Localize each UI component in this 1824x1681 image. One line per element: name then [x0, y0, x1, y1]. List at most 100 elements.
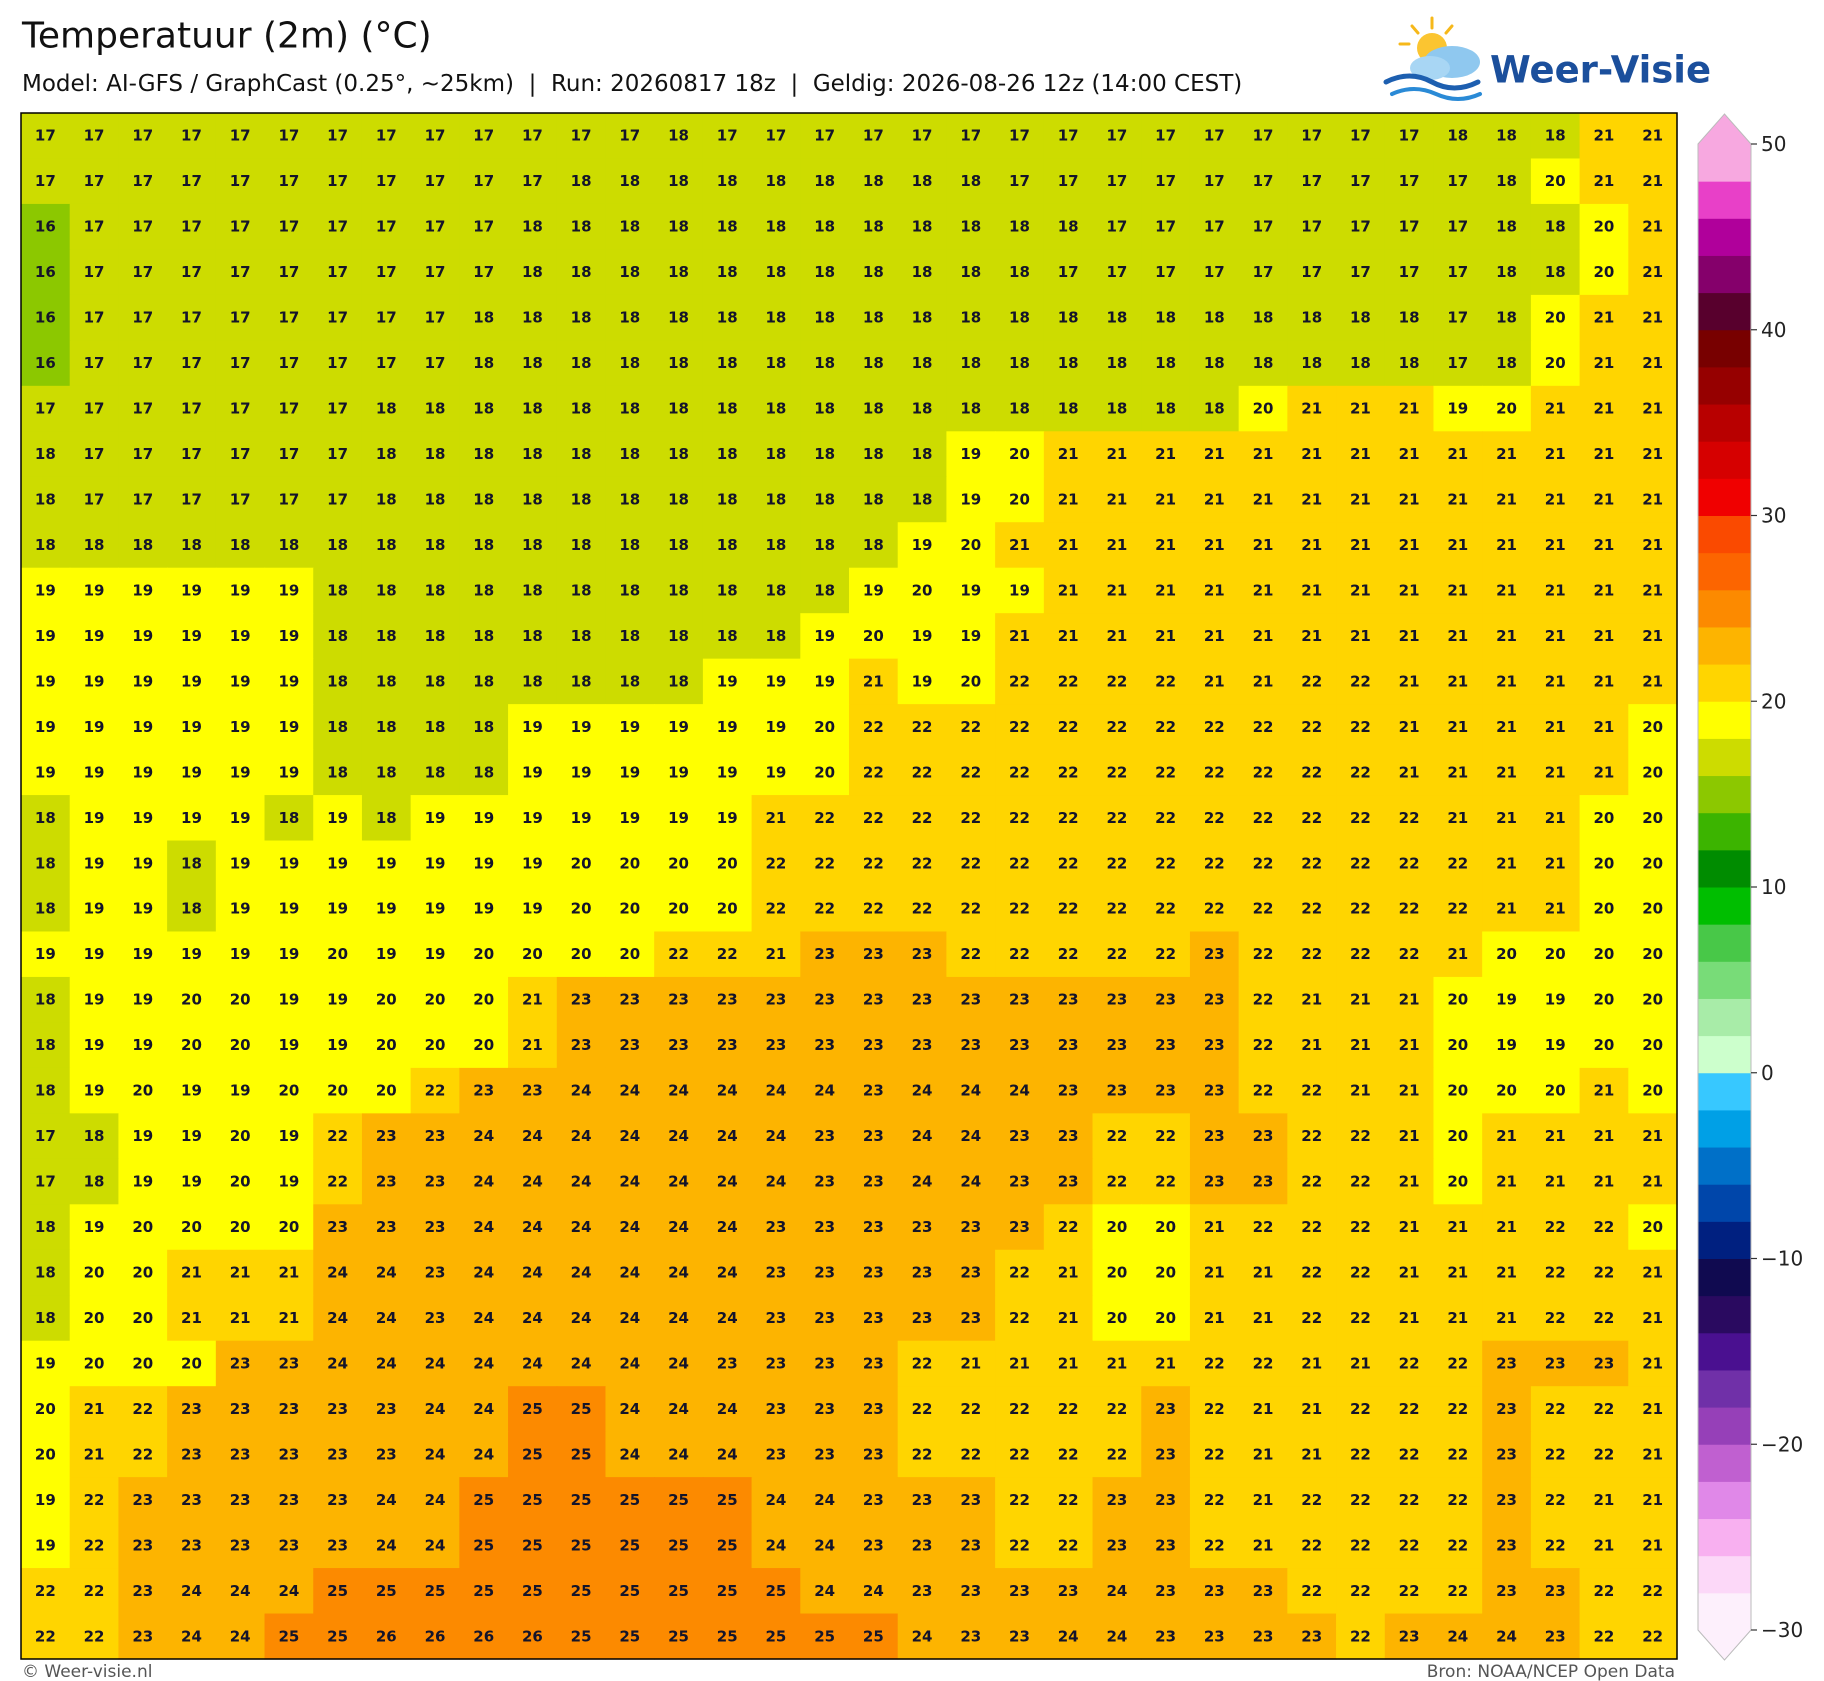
temperature-cell	[849, 976, 899, 1024]
temperature-cell	[654, 1386, 704, 1433]
temperature-cell	[1433, 431, 1483, 478]
temperature-cell	[1336, 158, 1386, 205]
temperature-label: 18	[230, 536, 251, 554]
temperature-label: 20	[1642, 809, 1663, 827]
temperature-cell	[946, 476, 996, 523]
temperature-label: 23	[1594, 1354, 1615, 1372]
temperature-label: 22	[1350, 672, 1371, 690]
temperature-cell	[361, 1204, 412, 1251]
temperature-cell	[313, 1295, 363, 1342]
temperature-label: 23	[425, 1309, 446, 1327]
temperature-cell	[69, 931, 120, 978]
temperature-label: 21	[1399, 445, 1420, 463]
temperature-cell	[605, 476, 655, 523]
temperature-label: 19	[571, 718, 592, 736]
temperature-cell	[1433, 158, 1483, 205]
temperature-cell	[215, 976, 266, 1024]
temperature-label: 21	[522, 1036, 543, 1054]
temperature-cell	[605, 1477, 655, 1524]
temperature-label: 21	[1594, 400, 1615, 418]
temperature-cell	[1336, 1568, 1386, 1615]
temperature-cell	[264, 1568, 314, 1615]
temperature-label: 17	[425, 354, 446, 372]
temperature-cell	[1238, 385, 1288, 432]
temperature-cell	[1628, 1568, 1678, 1615]
temperature-label: 22	[1204, 809, 1225, 827]
temperature-cell	[1433, 795, 1483, 842]
temperature-cell	[118, 795, 168, 842]
temperature-cell	[1482, 385, 1532, 432]
temperature-cell	[21, 203, 71, 251]
temperature-cell	[410, 340, 460, 387]
temperature-label: 20	[1594, 854, 1615, 872]
temperature-label: 22	[1545, 1264, 1566, 1282]
temperature-cell	[410, 1295, 460, 1342]
temperature-label: 23	[1009, 1173, 1030, 1191]
temperature-label: 20	[473, 1036, 494, 1054]
temperature-label: 18	[766, 400, 787, 418]
temperature-label: 18	[1496, 218, 1517, 236]
temperature-cell	[1238, 1340, 1288, 1387]
temperature-cell	[21, 1522, 71, 1569]
temperature-label: 18	[912, 400, 933, 418]
temperature-label: 20	[571, 945, 592, 963]
temperature-cell	[605, 886, 655, 933]
temperature-cell	[21, 704, 71, 751]
temperature-label: 22	[1642, 1582, 1663, 1600]
temperature-label: 18	[571, 445, 592, 463]
temperature-label: 24	[181, 1627, 202, 1645]
temperature-label: 24	[1106, 1582, 1127, 1600]
temperature-label: 18	[1496, 263, 1517, 281]
temperature-cell	[167, 1204, 217, 1251]
temperature-label: 21	[1545, 1127, 1566, 1145]
temperature-label: 24	[960, 1082, 981, 1100]
temperature-cell	[361, 1477, 412, 1524]
temperature-label: 19	[84, 991, 105, 1009]
temperature-label: 17	[278, 354, 299, 372]
temperature-label: 21	[1545, 763, 1566, 781]
temperature-label: 23	[1155, 1536, 1176, 1554]
temperature-label: 18	[473, 400, 494, 418]
temperature-cell	[215, 1113, 266, 1160]
temperature-label: 24	[571, 1082, 592, 1100]
temperature-cell	[167, 613, 217, 660]
temperature-label: 25	[863, 1627, 884, 1645]
temperature-label: 24	[473, 1400, 494, 1418]
temperature-cell	[946, 113, 996, 160]
temperature-label: 21	[278, 1309, 299, 1327]
temperature-cell	[1043, 1340, 1094, 1387]
temperature-label: 23	[863, 1127, 884, 1145]
temperature-cell	[1141, 749, 1191, 796]
temperature-label: 23	[1253, 1173, 1274, 1191]
temperature-cell	[1482, 158, 1532, 205]
temperature-label: 21	[1106, 536, 1127, 554]
temperature-label: 18	[376, 445, 397, 463]
temperature-label: 22	[1350, 1264, 1371, 1282]
temperature-label: 18	[766, 309, 787, 327]
temperature-cell	[69, 431, 120, 478]
temperature-cell	[21, 1022, 71, 1069]
temperature-cell	[361, 1022, 412, 1069]
temperature-cell	[459, 203, 509, 251]
temperature-label: 23	[1204, 945, 1225, 963]
temperature-cell	[800, 1067, 850, 1114]
temperature-label: 21	[1447, 763, 1468, 781]
temperature-cell	[313, 249, 363, 296]
temperature-label: 18	[1496, 354, 1517, 372]
temperature-label: 19	[181, 1127, 202, 1145]
temperature-cell	[605, 1113, 655, 1160]
temperature-cell	[946, 795, 996, 842]
temperature-label: 17	[132, 400, 153, 418]
temperature-cell	[118, 431, 168, 478]
temperature-cell	[313, 1113, 363, 1160]
temperature-label: 23	[619, 1036, 640, 1054]
temperature-cell	[1384, 1113, 1435, 1160]
temperature-cell	[508, 1022, 558, 1069]
temperature-cell	[1238, 1249, 1288, 1296]
temperature-cell	[800, 704, 850, 751]
temperature-cell	[1530, 976, 1581, 1024]
temperature-cell	[459, 749, 509, 796]
temperature-cell	[1092, 613, 1142, 660]
temperature-label: 18	[1155, 309, 1176, 327]
temperature-cell	[946, 704, 996, 751]
